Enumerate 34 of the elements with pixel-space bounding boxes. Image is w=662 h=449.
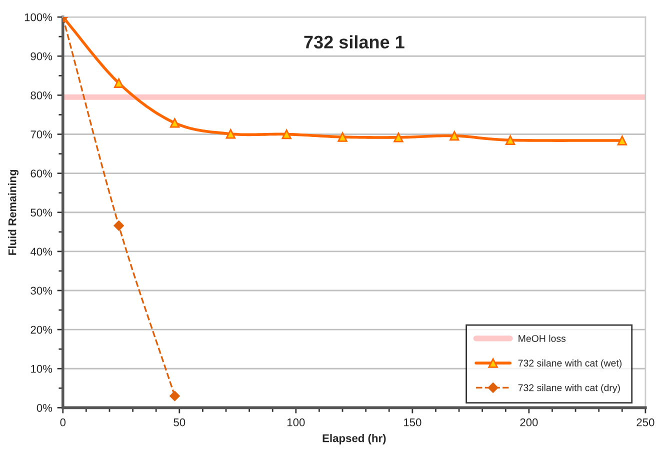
point bbox=[505, 135, 516, 145]
y-tick-label: 40% bbox=[30, 248, 52, 256]
y-tick-label: 20% bbox=[30, 326, 52, 334]
y-tick-label: 50% bbox=[30, 208, 52, 217]
point bbox=[394, 132, 404, 142]
y-tick-label: 60% bbox=[30, 170, 52, 178]
point bbox=[170, 118, 180, 128]
x-tick-label: 50 bbox=[174, 418, 186, 426]
legend-label: MeOH loss bbox=[518, 334, 566, 342]
y-axis-title: Fluid Remaining bbox=[8, 170, 18, 255]
x-tick-label: 100 bbox=[287, 418, 305, 426]
y-tick-label: 80% bbox=[30, 91, 52, 100]
x-tick-label: 200 bbox=[520, 418, 538, 426]
point bbox=[226, 129, 236, 139]
text: 732 silane 1 bbox=[304, 35, 404, 49]
point bbox=[282, 129, 292, 140]
y-tick-label: 90% bbox=[30, 52, 52, 60]
point bbox=[114, 220, 124, 231]
y-tick-label: 0% bbox=[36, 404, 52, 412]
y-tick-label: 10% bbox=[31, 364, 52, 373]
y-tick-label: 30% bbox=[30, 286, 52, 295]
point bbox=[170, 390, 180, 402]
point bbox=[617, 136, 628, 146]
point bbox=[450, 130, 460, 141]
x-tick-label: 0 bbox=[60, 418, 66, 426]
legend-label: 732 silane with cat (wet) bbox=[518, 359, 622, 368]
y-tick-label: 70% bbox=[30, 130, 52, 138]
legend-label: 732 silane with cat (dry) bbox=[518, 384, 620, 394]
x-tick-label: 150 bbox=[404, 418, 422, 426]
x-axis-title: Elapsed (hr) bbox=[322, 434, 386, 444]
x-tick-label: 250 bbox=[636, 418, 654, 426]
point bbox=[114, 78, 124, 88]
point bbox=[338, 132, 348, 142]
y-tick-label: 100% bbox=[24, 13, 52, 22]
